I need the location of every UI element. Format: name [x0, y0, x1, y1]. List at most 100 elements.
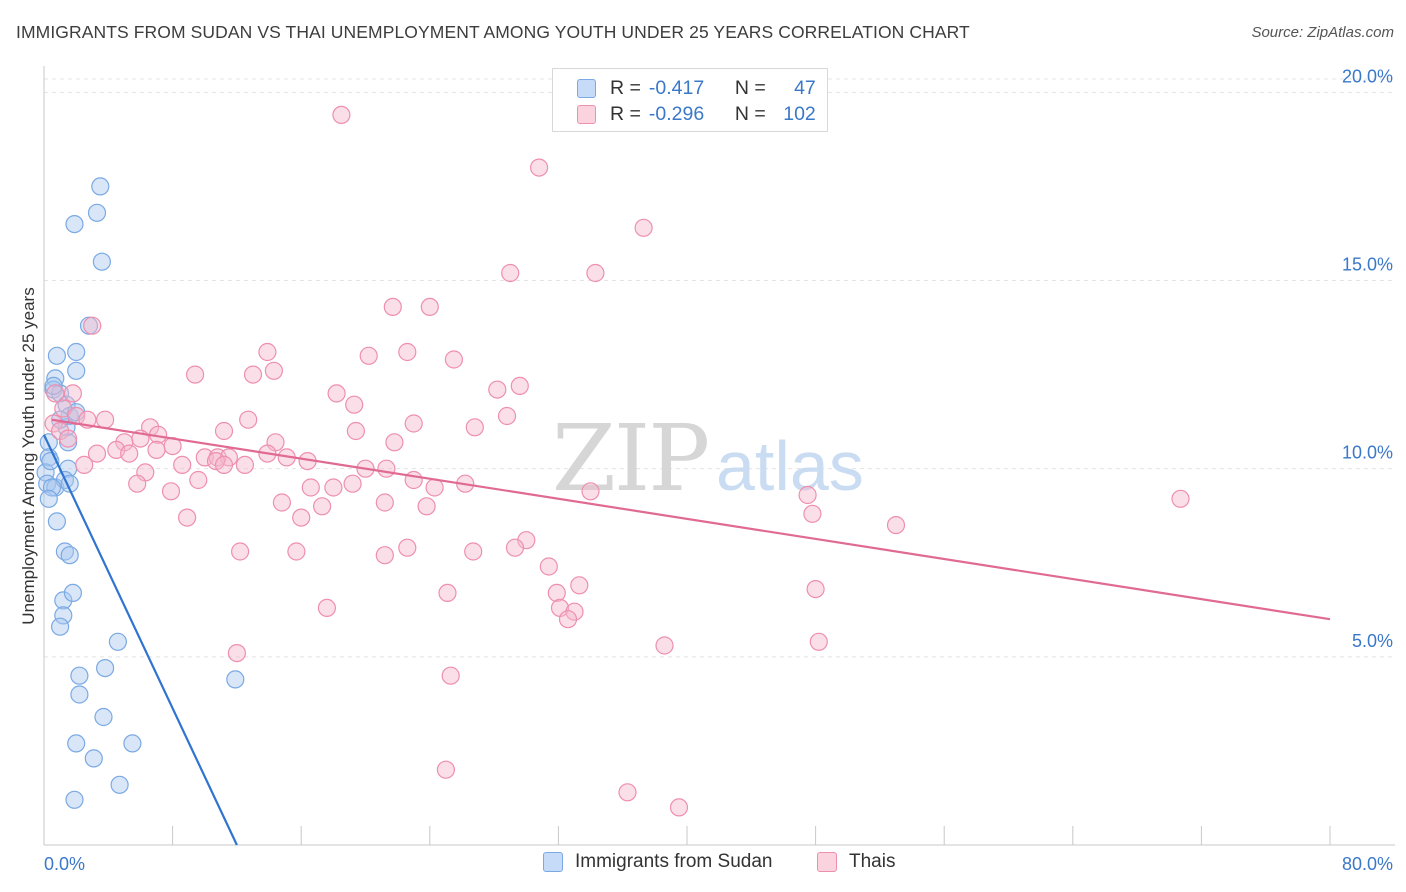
thai-point — [58, 429, 78, 448]
thai-point — [505, 538, 525, 557]
sudan-point — [67, 361, 86, 380]
thai-point — [239, 410, 258, 429]
sudan-point — [63, 583, 83, 603]
thai-point — [565, 602, 584, 621]
sudan-point — [110, 775, 129, 794]
legend-n-value-sudan: 47 — [794, 76, 816, 99]
y-tick-label: 5.0% — [1352, 631, 1393, 651]
sudan-point — [95, 658, 115, 678]
sudan-point — [65, 215, 84, 234]
thai-point — [173, 455, 192, 474]
sudan-point — [39, 489, 58, 508]
sudan-point — [67, 342, 86, 362]
thai-point — [375, 546, 394, 565]
legend-item-sudan[interactable]: Immigrants from Sudan — [543, 851, 772, 873]
thai-point — [189, 470, 208, 490]
thai-point — [510, 376, 529, 395]
thai-point — [287, 542, 306, 561]
thai-point — [128, 474, 147, 493]
sudan-trend-line — [43, 434, 238, 846]
thai-point — [317, 598, 336, 618]
thai-point — [488, 380, 507, 399]
sudan-point — [60, 546, 79, 565]
thai-point — [806, 579, 825, 599]
sudan-point — [65, 790, 84, 809]
sudan-point — [123, 734, 142, 753]
sudan-point — [47, 346, 67, 365]
x-tick-label: 80.0% — [1342, 854, 1393, 874]
sudan-point — [87, 203, 107, 222]
sudan-point — [92, 252, 112, 271]
y-tick-label: 20.0% — [1342, 66, 1393, 86]
thai-point — [464, 542, 483, 561]
legend-n-label: N = — [734, 76, 766, 99]
thai-point — [377, 459, 396, 478]
sudan-point — [54, 591, 73, 610]
sudan-point — [47, 512, 67, 531]
thai-point — [618, 783, 637, 802]
legend-item-thai[interactable]: Thais — [817, 851, 895, 873]
thai-point — [235, 455, 254, 474]
series-legend: Immigrants from Sudan Thais — [0, 851, 1406, 877]
thai-trend-line — [51, 418, 1331, 621]
legend-r-value-sudan: -0.417 — [648, 76, 705, 99]
sudan-point — [84, 749, 103, 768]
sudan-point — [50, 384, 70, 403]
legend-swatch-thai — [817, 852, 837, 872]
thai-point — [420, 297, 439, 316]
watermark-atlas: atlas — [716, 427, 864, 505]
sudan-point — [50, 617, 70, 636]
thai-point — [120, 444, 139, 463]
thai-point — [1171, 489, 1190, 508]
legend-swatch-sudan — [543, 852, 563, 872]
thai-point — [539, 557, 558, 576]
thai-point — [186, 365, 205, 384]
sudan-point — [94, 707, 113, 727]
thai-point — [398, 538, 417, 557]
sudan-point — [67, 734, 86, 753]
thai-point — [383, 297, 402, 316]
thai-point — [227, 643, 246, 663]
thai-point — [398, 342, 417, 362]
thai-point — [438, 583, 457, 603]
chart-title: IMMIGRANTS FROM SUDAN VS THAI UNEMPLOYME… — [16, 22, 970, 42]
legend-r-label: R = — [610, 102, 641, 125]
sudan-point — [36, 463, 55, 482]
thai-point — [425, 478, 444, 497]
thai-point — [292, 508, 311, 527]
thai-point — [501, 263, 520, 283]
thai-point — [75, 455, 94, 474]
sudan-point — [70, 685, 89, 704]
thai-point — [258, 342, 277, 362]
legend-n-label: N = — [734, 102, 766, 125]
sudan-point — [108, 632, 128, 651]
thai-point — [95, 410, 115, 429]
thai-point — [886, 515, 906, 535]
legend-r-label: R = — [610, 76, 641, 99]
sudan-point — [91, 177, 110, 196]
thai-point — [46, 384, 65, 403]
sudan-point — [226, 670, 245, 689]
thai-point — [44, 414, 63, 433]
legend-r-value-thai: -0.296 — [648, 102, 705, 125]
thai-point — [161, 482, 181, 501]
thai-point — [465, 418, 484, 437]
y-tick-label: 10.0% — [1342, 443, 1393, 463]
legend-label-thai: Thais — [849, 851, 896, 872]
thai-point — [332, 105, 351, 125]
thai-point — [385, 433, 404, 452]
thai-point — [634, 218, 653, 237]
sudan-point — [54, 606, 73, 625]
thai-point — [404, 414, 423, 433]
thai-point — [809, 632, 828, 651]
y-axis-label: Unemployment Among Youth under 25 years — [19, 287, 38, 624]
thai-point — [243, 365, 263, 384]
sudan-point — [70, 666, 89, 685]
thai-point — [529, 158, 549, 177]
thai-point — [87, 444, 107, 463]
thai-point — [343, 474, 362, 493]
thai-point — [436, 760, 455, 779]
thai-point — [214, 455, 234, 474]
legend-label-sudan: Immigrants from Sudan — [575, 851, 773, 872]
